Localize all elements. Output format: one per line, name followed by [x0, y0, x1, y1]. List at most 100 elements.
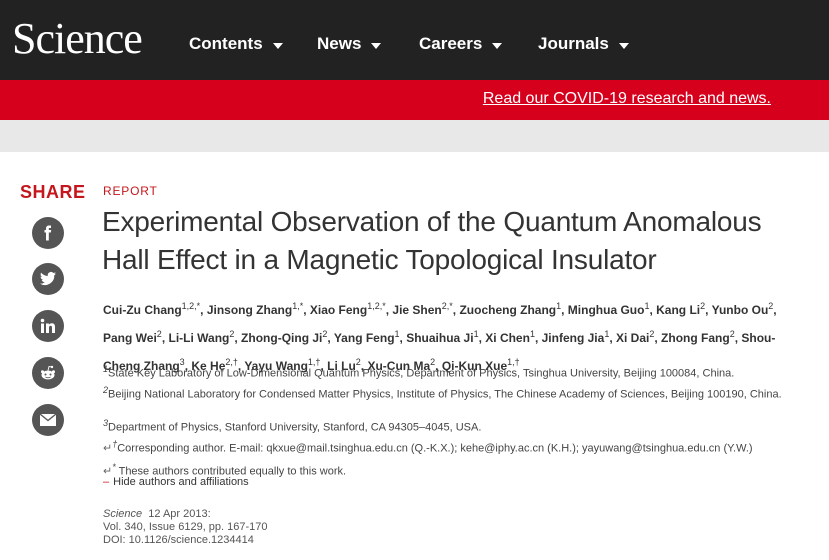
author-name[interactable]: Cui-Zu Chang	[103, 303, 182, 317]
author-sup: 2,*	[441, 301, 453, 311]
nav-journals-label: Journals	[538, 34, 609, 53]
chevron-down-icon	[618, 42, 629, 49]
affiliation-text: Department of Physics, Stanford Universi…	[108, 421, 482, 434]
article-type-label: REPORT	[103, 184, 158, 198]
affiliation-text: State Key Laboratory of Low-Dimensional …	[108, 367, 735, 380]
covid-banner: Read our COVID-19 research and news.	[0, 80, 829, 120]
author-name[interactable]: Yunbo Ou	[711, 303, 769, 317]
author-name[interactable]: Yayu Wang	[244, 359, 308, 373]
author-name[interactable]: Xiao Feng	[309, 303, 368, 317]
author-name[interactable]: Yang Feng	[333, 331, 395, 345]
author-name[interactable]: Minghua Guo	[567, 303, 645, 317]
ad-placeholder-bar	[0, 120, 829, 152]
equal-contribution-note: ↵* These authors contributed equally to …	[103, 462, 347, 478]
author-sup: 2	[649, 329, 655, 339]
hide-authors-label: Hide authors and affiliations	[113, 476, 249, 488]
equal-text: These authors contributed equally to thi…	[118, 465, 347, 478]
author-name[interactable]: Jinsong Zhang	[206, 303, 293, 317]
author-sup: 1	[556, 301, 562, 311]
author-sup: 2,†	[225, 357, 238, 367]
affiliation-sup: 2	[103, 385, 109, 395]
author-sup: 1,†	[307, 357, 321, 367]
chevron-down-icon	[492, 42, 503, 49]
affiliation-3: 3Department of Physics, Stanford Univers…	[103, 416, 803, 435]
author-name[interactable]: Xi Chen	[485, 331, 530, 345]
author-sup: 2	[355, 357, 361, 367]
nav-journals[interactable]: Journals	[538, 34, 629, 54]
author-name[interactable]: Li Lu	[327, 359, 356, 373]
author-name[interactable]: Zuocheng Zhang	[459, 303, 557, 317]
author-name[interactable]: Shou-Cheng Zhang	[103, 331, 776, 373]
author-name[interactable]: Ke He	[191, 359, 226, 373]
nav-careers[interactable]: Careers	[419, 34, 503, 54]
chevron-down-icon	[272, 42, 283, 49]
article-title-line-2: Hall Effect in a Magnetic Topological In…	[102, 244, 657, 275]
return-arrow-icon[interactable]: ↵	[103, 442, 113, 455]
return-arrow-icon[interactable]: ↵	[103, 465, 113, 478]
chevron-down-icon	[371, 42, 382, 49]
nav-news-label: News	[317, 34, 362, 53]
author-sup: 1	[473, 329, 479, 339]
author-name[interactable]: Shuaihua Ji	[406, 331, 474, 345]
affiliation-2: 2Beijing National Laboratory for Condens…	[103, 383, 803, 402]
affiliation-sup: 3	[103, 418, 109, 428]
volume-info: Vol. 340, Issue 6129, pp. 167-170	[103, 521, 268, 533]
share-label: SHARE	[20, 182, 86, 202]
reddit-icon	[41, 365, 55, 380]
author-name[interactable]: Li-Li Wang	[168, 331, 230, 345]
doi[interactable]: DOI: 10.1126/science.1234414	[103, 534, 254, 546]
author-name[interactable]: Qi-Kun Xue	[441, 359, 508, 373]
author-sup: 2	[229, 329, 235, 339]
linkedin-share-button[interactable]	[32, 310, 64, 342]
article-title-line-1: Experimental Observation of the Quantum …	[102, 206, 762, 237]
article-title: Experimental Observation of the Quantum …	[102, 203, 802, 279]
twitter-share-button[interactable]	[32, 263, 64, 295]
corresponding-text: Corresponding author. E-mail: qkxue@mail…	[117, 442, 753, 455]
publication-info: Science 12 Apr 2013: Vol. 340, Issue 612…	[103, 508, 268, 547]
nav-contents-label: Contents	[189, 34, 263, 53]
author-name[interactable]: Zhong Fang	[661, 331, 730, 345]
top-navigation-bar: Science Contents News Careers Journals	[0, 0, 829, 80]
author-list: Cui-Zu Chang1,2,*, Jinsong Zhang1,*, Xia…	[103, 301, 777, 373]
author-name[interactable]: Xu-Cun Ma	[367, 359, 431, 373]
facebook-icon	[44, 225, 52, 241]
author-sup: 1	[529, 329, 535, 339]
author-name[interactable]: Zhong-Qing Ji	[241, 331, 323, 345]
author-sup: 2	[768, 301, 774, 311]
author-sup: 1	[394, 329, 400, 339]
author-name[interactable]: Pang Wei	[103, 331, 157, 345]
author-sup: 2	[322, 329, 328, 339]
journal-name: Science	[103, 508, 143, 520]
author-name[interactable]: Jie Shen	[392, 303, 442, 317]
author-sup: 1,2,*	[181, 301, 201, 311]
author-name[interactable]: Kang Li	[656, 303, 701, 317]
minus-icon: –	[103, 476, 110, 488]
email-share-button[interactable]	[32, 404, 64, 436]
reddit-share-button[interactable]	[32, 357, 64, 389]
author-sup: 1,2,*	[367, 301, 386, 311]
nav-contents[interactable]: Contents	[189, 34, 283, 54]
author-name[interactable]: Jinfeng Jia	[541, 331, 605, 345]
hide-authors-toggle[interactable]: – Hide authors and affiliations	[103, 476, 249, 488]
author-sup: 1,*	[292, 301, 304, 311]
affiliation-sup: 1	[103, 364, 109, 374]
author-sup: 1,†	[507, 357, 520, 367]
author-sup: 2	[700, 301, 706, 311]
science-logo[interactable]: Science	[12, 14, 143, 63]
twitter-icon	[40, 271, 56, 286]
author-sup: 2	[430, 357, 436, 367]
linkedin-icon	[40, 318, 55, 333]
facebook-share-button[interactable]	[32, 217, 64, 249]
publication-date: 12 Apr 2013:	[148, 508, 211, 520]
author-name[interactable]: Xi Dai	[616, 331, 650, 345]
email-icon	[39, 413, 57, 426]
nav-careers-label: Careers	[419, 34, 483, 53]
affiliation-text: Beijing National Laboratory for Condense…	[108, 388, 782, 401]
author-sup: 1	[604, 329, 610, 339]
nav-news[interactable]: News	[317, 34, 382, 54]
covid-link[interactable]: Read our COVID-19 research and news.	[482, 90, 771, 107]
author-sup: 3	[179, 357, 185, 367]
author-sup: 2	[156, 329, 162, 339]
affiliation-1: 1State Key Laboratory of Low-Dimensional…	[103, 362, 803, 381]
author-sup: 1	[644, 301, 650, 311]
